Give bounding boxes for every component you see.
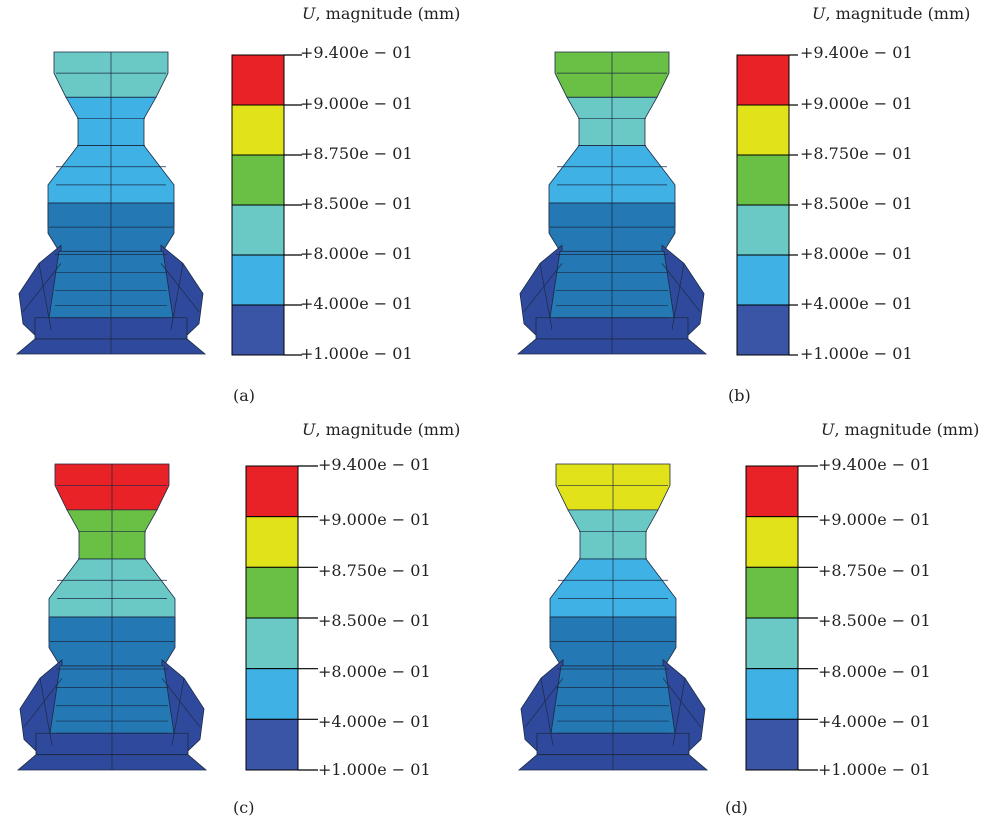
legend-swatch-6 <box>736 304 790 356</box>
legend-swatch-1 <box>736 54 790 106</box>
legend-label-3: +8.750e − 01 <box>318 561 431 580</box>
mesh-line <box>539 263 553 330</box>
legend-label-4: +8.500e − 01 <box>300 194 413 213</box>
mesh-line <box>672 678 686 746</box>
legend-swatch-2 <box>745 516 799 568</box>
legend-swatch-4 <box>745 617 799 670</box>
legend-label-4: +8.500e − 01 <box>818 611 931 630</box>
legend-label-6: +4.000e − 01 <box>818 712 931 731</box>
legend-label-4: +8.500e − 01 <box>800 194 913 213</box>
legend-title: U, magnitude (mm) <box>812 4 971 23</box>
fea-model-group <box>16 463 208 771</box>
legend-label-5: +8.000e − 01 <box>800 244 913 263</box>
legend-title: U, magnitude (mm) <box>302 420 461 439</box>
legend-label-7: +1.000e − 01 <box>818 760 931 779</box>
legend-label-5: +8.000e − 01 <box>300 244 413 263</box>
fea-model-d <box>517 463 818 771</box>
legend-swatch-5 <box>245 668 299 720</box>
legend-label-7: +1.000e − 01 <box>800 344 913 363</box>
mesh-line <box>540 678 554 746</box>
fea-model-a <box>15 51 302 356</box>
mesh-line <box>39 678 53 746</box>
caption-a: (a) <box>233 386 256 405</box>
legend-swatch-1 <box>245 465 299 518</box>
mesh-line <box>23 677 63 728</box>
legend-swatch-4 <box>231 204 285 256</box>
mesh-line <box>671 263 685 330</box>
legend-label-3: +8.750e − 01 <box>300 144 413 163</box>
legend-label-4: +8.500e − 01 <box>318 611 431 630</box>
mesh-line <box>524 677 564 728</box>
mesh-line <box>161 677 201 728</box>
legend-swatch-1 <box>745 465 799 518</box>
legend-label-3: +8.750e − 01 <box>818 561 931 580</box>
fea-model-group <box>517 463 709 771</box>
color-legend <box>245 465 318 771</box>
legend-label-7: +1.000e − 01 <box>318 760 431 779</box>
legend-swatch-4 <box>736 204 790 256</box>
caption-d: (d) <box>725 798 748 817</box>
legend-swatch-2 <box>231 104 285 156</box>
legend-swatch-6 <box>245 718 299 771</box>
legend-swatch-3 <box>245 566 299 619</box>
legend-title: U, magnitude (mm) <box>302 4 461 23</box>
legend-label-1: +9.400e − 01 <box>300 43 413 62</box>
legend-label-1: +9.400e − 01 <box>818 455 931 474</box>
legend-label-1: +9.400e − 01 <box>318 455 431 474</box>
legend-swatch-3 <box>736 154 790 206</box>
legend-swatch-3 <box>745 566 799 619</box>
legend-label-2: +9.000e − 01 <box>800 94 913 113</box>
fea-model-group <box>516 51 708 355</box>
fea-model-group <box>15 51 207 355</box>
mesh-line <box>171 678 185 746</box>
color-legend <box>736 54 798 356</box>
mesh-line <box>22 263 62 312</box>
color-legend <box>745 465 818 771</box>
legend-label-3: +8.750e − 01 <box>800 144 913 163</box>
legend-swatch-2 <box>245 516 299 568</box>
legend-swatch-2 <box>736 104 790 156</box>
legend-swatch-5 <box>736 254 790 306</box>
mesh-line <box>662 677 702 728</box>
color-legend <box>231 54 302 356</box>
legend-swatch-1 <box>231 54 285 106</box>
mesh-line <box>523 263 563 312</box>
legend-label-1: +9.400e − 01 <box>800 43 913 62</box>
fea-model-c <box>16 463 318 771</box>
fea-model-b <box>516 51 798 356</box>
legend-label-7: +1.000e − 01 <box>300 344 413 363</box>
legend-label-5: +8.000e − 01 <box>818 662 931 681</box>
caption-b: (b) <box>728 386 751 405</box>
legend-label-6: +4.000e − 01 <box>300 294 413 313</box>
legend-label-2: +9.000e − 01 <box>318 510 431 529</box>
mesh-line <box>661 263 701 312</box>
legend-label-2: +9.000e − 01 <box>300 94 413 113</box>
legend-label-5: +8.000e − 01 <box>318 662 431 681</box>
legend-label-6: +4.000e − 01 <box>800 294 913 313</box>
legend-swatch-3 <box>231 154 285 206</box>
caption-c: (c) <box>233 798 255 817</box>
legend-swatch-4 <box>245 617 299 670</box>
mesh-line <box>170 263 184 330</box>
mesh-line <box>38 263 52 330</box>
mesh-line <box>160 263 200 312</box>
legend-swatch-5 <box>231 254 285 306</box>
legend-swatch-6 <box>231 304 285 356</box>
legend-label-6: +4.000e − 01 <box>318 712 431 731</box>
legend-swatch-6 <box>745 718 799 771</box>
legend-label-2: +9.000e − 01 <box>818 510 931 529</box>
legend-swatch-5 <box>745 668 799 720</box>
legend-title: U, magnitude (mm) <box>821 420 980 439</box>
